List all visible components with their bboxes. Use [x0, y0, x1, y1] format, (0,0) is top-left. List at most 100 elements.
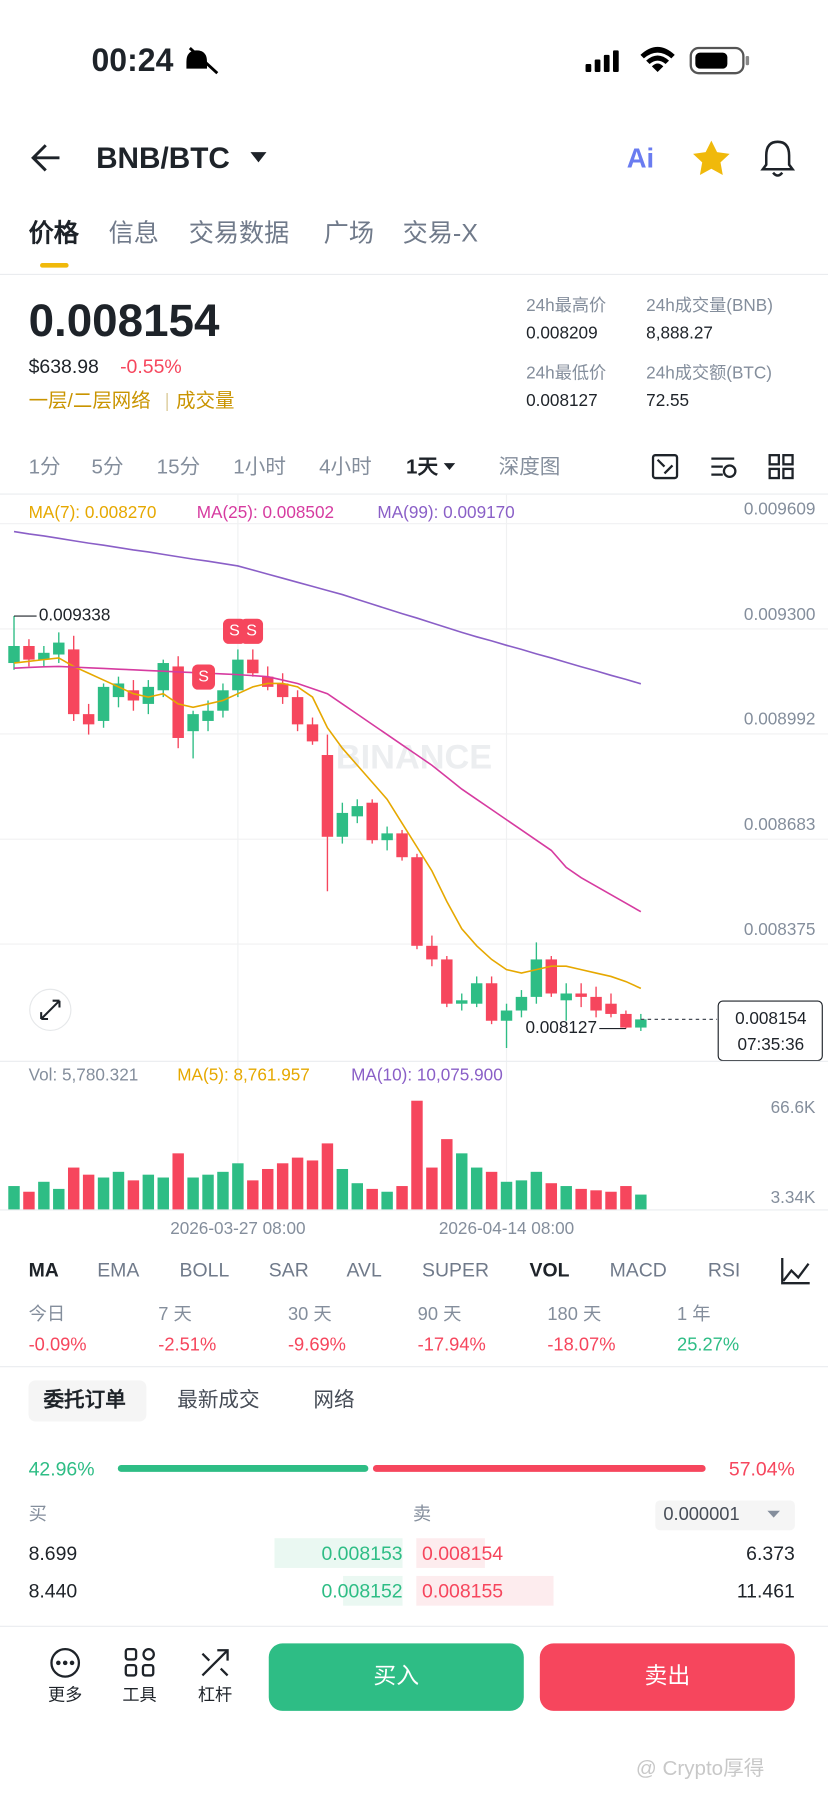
- volume-bar: [470, 1167, 483, 1210]
- nav-icons[interactable]: [50, 1647, 229, 1678]
- bell-muted: [186, 50, 208, 69]
- volume-bar: [53, 1188, 65, 1210]
- min-marker: 0.008127: [525, 1017, 597, 1037]
- pair-title[interactable]: BNB/BTC: [96, 140, 230, 175]
- candle-body: [530, 959, 543, 997]
- volume-bar: [396, 1186, 408, 1210]
- sell-label[interactable]: 卖出: [644, 1664, 691, 1690]
- bell-icon[interactable]: [760, 140, 796, 177]
- nav-label[interactable]: 工具: [122, 1685, 157, 1706]
- buy-label[interactable]: 买入: [373, 1664, 420, 1690]
- nav-label[interactable]: 更多: [48, 1685, 83, 1706]
- volume-bar: [306, 1160, 319, 1210]
- back-icon[interactable]: [31, 144, 60, 172]
- book-tab[interactable]: 最新成交: [177, 1388, 260, 1412]
- interval[interactable]: 4小时: [319, 455, 372, 479]
- ma-label: MA(7): 0.008270: [28, 503, 157, 523]
- nav-label[interactable]: 杠杆: [197, 1685, 233, 1706]
- candle-body: [97, 686, 110, 721]
- tag[interactable]: 成交量: [176, 389, 235, 412]
- volume-bar: [500, 1181, 513, 1210]
- usd-price: $638.98: [28, 355, 99, 378]
- indicator[interactable]: BOLL: [179, 1259, 230, 1281]
- max-marker: 0.009338: [39, 605, 110, 625]
- volume-bar: [157, 1177, 169, 1210]
- sell-marker-label: S: [198, 668, 209, 685]
- indicator[interactable]: MACD: [609, 1259, 667, 1281]
- tab[interactable]: 价格: [28, 218, 79, 248]
- book-tab[interactable]: 网络: [313, 1388, 355, 1412]
- interval[interactable]: 15分: [156, 455, 201, 479]
- indicator[interactable]: SAR: [268, 1259, 309, 1281]
- interval[interactable]: 1分: [28, 455, 61, 479]
- depth-bg: [416, 1575, 554, 1606]
- ratio-buy: [117, 1465, 369, 1472]
- precision-caret[interactable]: [767, 1510, 780, 1518]
- ai-icon[interactable]: Ai: [627, 142, 654, 173]
- volume-bar: [441, 1139, 453, 1210]
- sell-ratio: 57.04%: [728, 1458, 795, 1480]
- candle-body: [82, 714, 95, 725]
- ma-line: [13, 530, 642, 685]
- indicator[interactable]: EMA: [97, 1259, 140, 1281]
- buy-qty: 8.440: [28, 1580, 78, 1603]
- star-icon[interactable]: [693, 140, 730, 175]
- x-tick-label: 2026-03-27 08:00: [170, 1218, 305, 1238]
- indicator[interactable]: VOL: [529, 1259, 570, 1281]
- volume-bar: [142, 1174, 155, 1210]
- precision-pill[interactable]: [655, 1500, 795, 1531]
- tab[interactable]: 信息: [108, 218, 159, 248]
- price-change: -0.55%: [120, 355, 182, 378]
- buy-price: 0.008153: [321, 1542, 403, 1565]
- plot: BINANCE 0.009609 0.009300 0.008992 0.008683 0…: [0, 494, 828, 1238]
- indicator[interactable]: RSI: [707, 1259, 741, 1281]
- interval[interactable]: 1天: [405, 455, 439, 479]
- ma-label: MA(99): 0.009170: [377, 503, 515, 523]
- chart-tools[interactable]: [651, 454, 794, 480]
- interval[interactable]: 1小时: [233, 455, 286, 479]
- candle-body: [112, 683, 125, 698]
- tag[interactable]: 一层/二层网络: [28, 389, 151, 412]
- watermark: BINANCE: [336, 738, 492, 776]
- buy-button[interactable]: [268, 1643, 524, 1711]
- status-time: 00:24: [91, 42, 174, 78]
- volume-bar: [247, 1180, 259, 1210]
- volume-bar: [67, 1167, 80, 1210]
- volume-bar: [381, 1191, 393, 1210]
- book-tab[interactable]: 委托订单: [43, 1388, 126, 1412]
- tab-pill[interactable]: [28, 1380, 147, 1422]
- candle-body: [426, 945, 438, 960]
- ma-line: [13, 665, 642, 913]
- volume-bar: [291, 1157, 304, 1210]
- volume-bar: [262, 1168, 274, 1210]
- tab[interactable]: 广场: [323, 218, 374, 248]
- indicator[interactable]: MA: [28, 1259, 59, 1281]
- interval[interactable]: 5分: [91, 455, 124, 479]
- stat-label: 24h最高价: [526, 296, 607, 316]
- sell-price: 0.008155: [422, 1580, 504, 1603]
- tab[interactable]: 交易-X: [402, 218, 479, 248]
- indicator[interactable]: AVL: [346, 1259, 382, 1281]
- precision[interactable]: 0.000001: [663, 1505, 740, 1525]
- candle-body: [575, 993, 587, 997]
- pair-caret[interactable]: [250, 152, 267, 163]
- ratio-sell: [372, 1465, 706, 1472]
- range-value: -0.09%: [28, 1335, 87, 1356]
- volume-bar: [276, 1163, 289, 1210]
- interval[interactable]: 深度图: [498, 455, 561, 479]
- candle-body: [381, 833, 393, 841]
- y-tick-label: 0.008375: [744, 919, 816, 939]
- sell-button[interactable]: [539, 1643, 795, 1711]
- indicator[interactable]: SUPER: [422, 1259, 489, 1281]
- tab[interactable]: 交易数据: [188, 218, 290, 248]
- interval-caret[interactable]: [443, 463, 456, 471]
- indicator-settings[interactable]: [781, 1258, 810, 1285]
- volume-bar: [82, 1174, 95, 1210]
- expand-icon[interactable]: [40, 999, 61, 1021]
- y-tick-label: 0.009300: [744, 604, 816, 624]
- volume-bar: [515, 1180, 528, 1210]
- tag-separator: |: [164, 389, 170, 412]
- candle-body: [262, 676, 274, 687]
- volume-bar: [530, 1171, 543, 1210]
